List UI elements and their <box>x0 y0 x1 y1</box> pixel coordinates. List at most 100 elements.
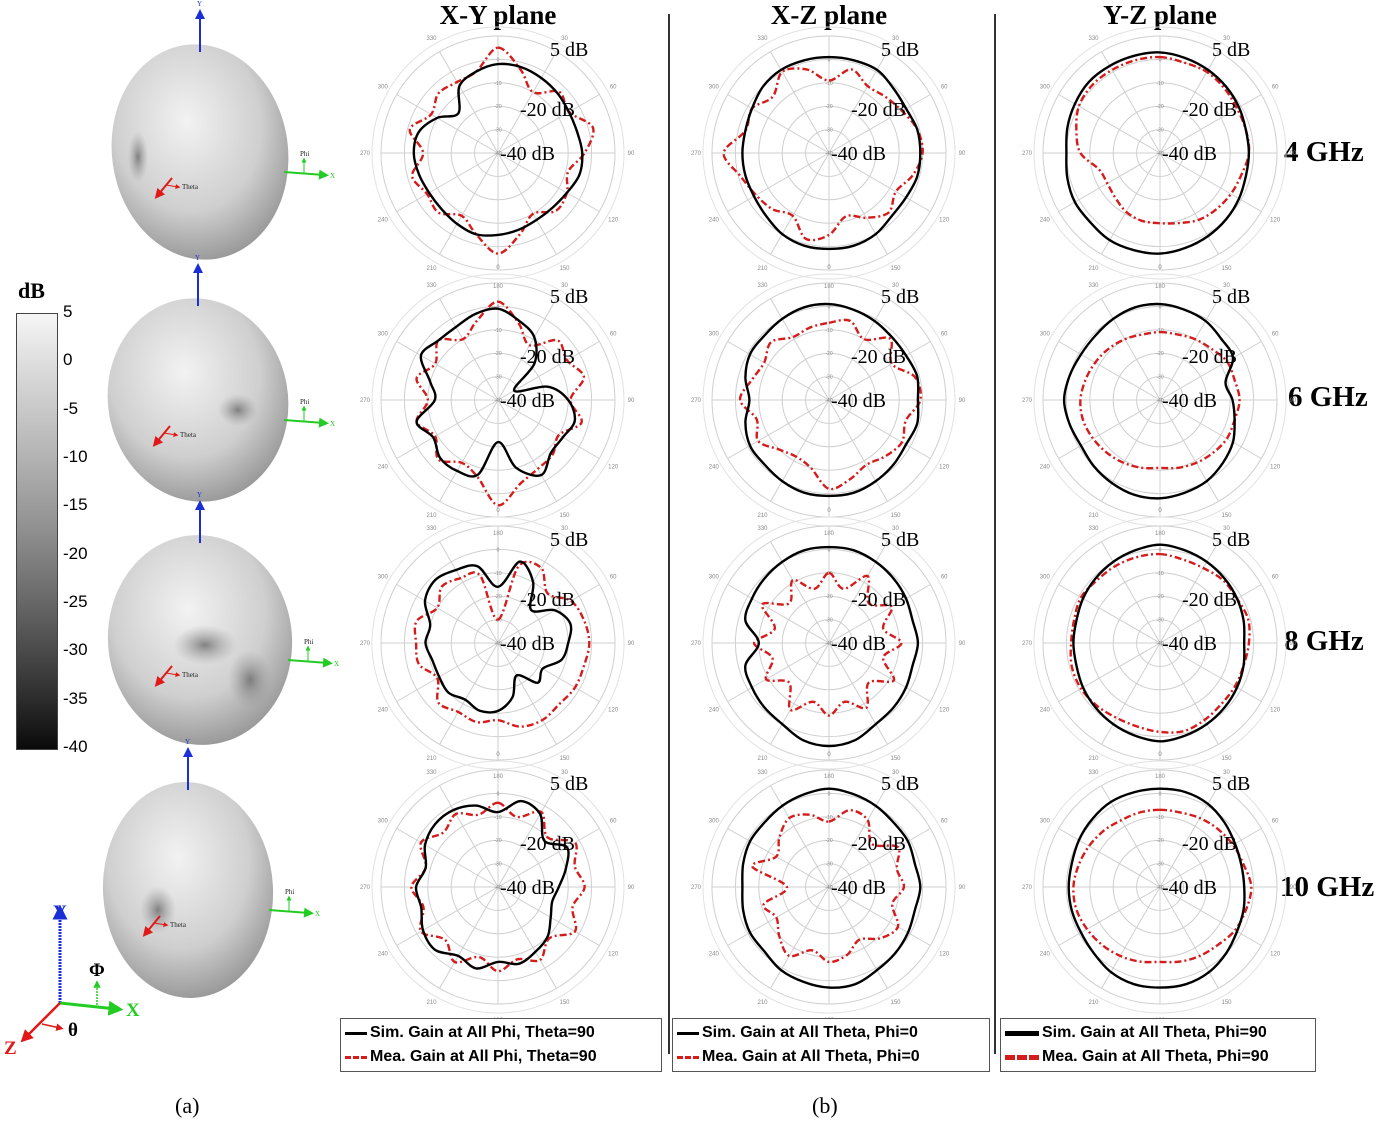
simulated-curve <box>741 787 922 989</box>
svg-text:0: 0 <box>496 18 500 24</box>
svg-text:0: 0 <box>827 508 831 514</box>
polar-plot-x-y-8ghz: 0306090120150180210240270300330-40-30-20… <box>360 508 635 780</box>
svg-text:-40: -40 <box>825 885 832 891</box>
svg-text:210: 210 <box>1088 513 1099 519</box>
svg-text:30: 30 <box>1223 36 1230 42</box>
svg-text:Phi: Phi <box>300 398 309 406</box>
svg-text:30: 30 <box>561 770 568 776</box>
polar-plot-x-z-6ghz: 0306090120150180210240270300330-40-30-20… <box>691 265 966 537</box>
svg-text:120: 120 <box>939 708 950 714</box>
svg-text:330: 330 <box>757 770 768 776</box>
svg-text:120: 120 <box>1270 465 1281 471</box>
annotation-minus40db: -40 dB <box>500 877 555 899</box>
annotation-minus20db: -20 dB <box>520 99 575 121</box>
svg-text:330: 330 <box>757 36 768 42</box>
svg-text:90: 90 <box>628 885 635 891</box>
svg-text:-40: -40 <box>1156 398 1163 404</box>
svg-text:210: 210 <box>426 513 437 519</box>
legend-mea-label: Mea. Gain at All Phi, Theta=90 <box>370 1048 597 1065</box>
annotation-minus40db: -40 dB <box>500 633 555 655</box>
sim-line-swatch <box>1005 1030 1039 1036</box>
annotation-minus40db: -40 dB <box>831 143 886 165</box>
svg-text:-30: -30 <box>1156 862 1163 868</box>
svg-text:210: 210 <box>426 1000 437 1006</box>
svg-text:330: 330 <box>1088 526 1099 532</box>
svg-text:90: 90 <box>1290 885 1297 891</box>
annotation-minus20db: -20 dB <box>851 346 906 368</box>
svg-text:0: 0 <box>827 18 831 24</box>
mea-line-swatch <box>345 1055 367 1059</box>
legend-yz: Sim. Gain at All Theta, Phi=90 Mea. Gain… <box>1000 1018 1316 1072</box>
svg-text:-10: -10 <box>1156 328 1163 334</box>
svg-text:-20: -20 <box>1156 351 1163 357</box>
svg-text:120: 120 <box>1270 952 1281 958</box>
polar-plot-x-y-10ghz: 0306090120150180210240270300330-40-30-20… <box>360 752 635 1024</box>
annotation-minus20db: -20 dB <box>1182 589 1237 611</box>
simulated-curve <box>1062 302 1236 500</box>
annotation-5db: 5 dB <box>550 773 588 795</box>
svg-text:30: 30 <box>561 283 568 289</box>
svg-text:150: 150 <box>890 756 901 762</box>
svg-text:0: 0 <box>828 791 831 797</box>
svg-text:300: 300 <box>1040 575 1051 581</box>
svg-text:-20: -20 <box>494 351 501 357</box>
polar-plot-x-y-6ghz: 0306090120150180210240270300330-40-30-20… <box>360 265 635 537</box>
svg-text:120: 120 <box>608 218 619 224</box>
svg-text:330: 330 <box>757 526 768 532</box>
annotation-5db: 5 dB <box>881 286 919 308</box>
pattern-3d-2: Y Phi X Theta <box>107 491 339 745</box>
svg-text:60: 60 <box>610 575 617 581</box>
sim-line-swatch <box>677 1031 699 1035</box>
svg-text:330: 330 <box>426 526 437 532</box>
svg-text:150: 150 <box>1221 1000 1232 1006</box>
svg-text:0: 0 <box>497 57 500 63</box>
svg-text:30: 30 <box>892 283 899 289</box>
svg-text:-10: -10 <box>1156 81 1163 87</box>
svg-text:-40: -40 <box>825 398 832 404</box>
svg-text:0: 0 <box>1159 547 1162 553</box>
svg-text:-40: -40 <box>494 151 501 157</box>
legend-mea-label: Mea. Gain at All Theta, Phi=0 <box>702 1048 920 1065</box>
svg-text:240: 240 <box>1040 952 1051 958</box>
annotation-minus20db: -20 dB <box>851 833 906 855</box>
polar-plot-x-y-4ghz: 0306090120150180210240270300330-40-30-20… <box>360 18 635 290</box>
svg-text:-10: -10 <box>1156 815 1163 821</box>
annotation-minus20db: -20 dB <box>520 833 575 855</box>
colorbar-tick: -40 <box>63 737 88 756</box>
measured-curve <box>1072 808 1253 964</box>
measured-curve <box>751 809 906 964</box>
simulated-curve <box>744 545 920 748</box>
caption-a: (a) <box>175 1093 200 1118</box>
svg-text:330: 330 <box>426 283 437 289</box>
polar-plot-y-z-4ghz: 0306090120150180210240270300330-40-30-20… <box>1022 18 1297 290</box>
svg-text:270: 270 <box>691 151 702 157</box>
simulated-curve <box>412 62 584 237</box>
annotation-5db: 5 dB <box>1212 286 1250 308</box>
colorbar-tick: -20 <box>63 543 88 563</box>
axis-label-theta: θ <box>68 1020 78 1041</box>
svg-text:90: 90 <box>959 151 966 157</box>
svg-text:240: 240 <box>1040 465 1051 471</box>
svg-text:90: 90 <box>628 151 635 157</box>
legend-xy: Sim. Gain at All Phi, Theta=90 Mea. Gain… <box>340 1018 662 1072</box>
svg-text:-30: -30 <box>494 128 501 134</box>
measured-curve <box>415 300 586 507</box>
svg-text:300: 300 <box>378 85 389 91</box>
colorbar-tick: -25 <box>63 592 88 611</box>
colorbar <box>16 313 58 750</box>
colorbar-tick: -30 <box>63 640 88 660</box>
caption-b: (b) <box>812 1093 838 1118</box>
annotation-minus20db: -20 dB <box>1182 346 1237 368</box>
svg-text:240: 240 <box>709 218 720 224</box>
svg-text:30: 30 <box>892 526 899 532</box>
svg-text:150: 150 <box>559 1000 570 1006</box>
svg-text:-40: -40 <box>494 641 501 647</box>
svg-text:0: 0 <box>827 752 831 758</box>
svg-text:270: 270 <box>1022 885 1033 891</box>
svg-text:-40: -40 <box>494 398 501 404</box>
svg-text:330: 330 <box>426 770 437 776</box>
column-title-xy: X-Y plane <box>439 0 557 30</box>
svg-text:-20: -20 <box>825 351 832 357</box>
svg-text:0: 0 <box>1158 752 1162 758</box>
